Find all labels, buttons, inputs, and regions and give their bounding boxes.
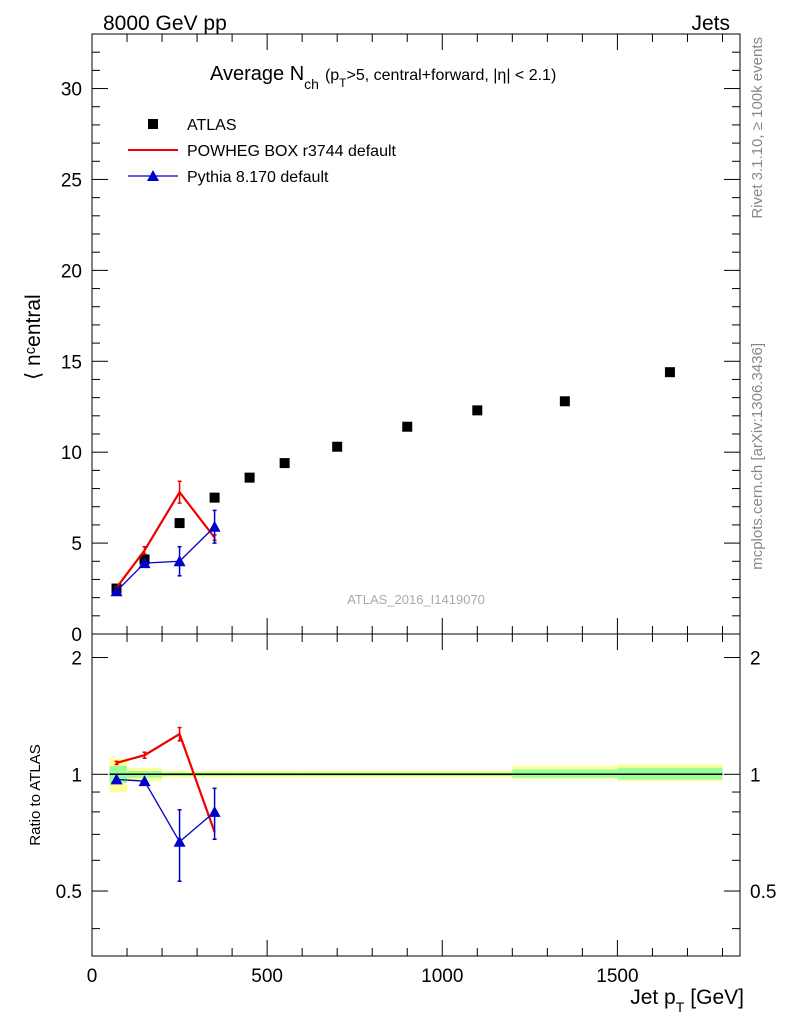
ratio-frame: [91, 633, 741, 957]
main-ytick-label: 30: [61, 80, 82, 101]
ratio-pythia-point: [110, 773, 123, 785]
main-title: Average Nch (pT>5, central+forward, |η| <…: [210, 63, 556, 92]
atlas-point: [332, 441, 343, 452]
pythia-line: [116, 526, 216, 592]
main-ytick-label: 15: [61, 352, 82, 373]
main-ytick-label: 5: [71, 534, 82, 555]
xlabel-unit: [GeV]: [690, 986, 744, 1009]
title-rest-sub: T: [339, 76, 347, 90]
atlas-point: [664, 367, 675, 378]
pythia-point: [138, 557, 151, 569]
main-panel: ATLAS_2016_I1419070 0 5 10 15 20 25 30 Average…: [22, 33, 741, 646]
legend-label-powheg: POWHEG BOX r3744 default: [187, 143, 397, 160]
ratio-ytick-label-right: 0.5: [750, 882, 776, 903]
ratio-ytick-label: 1: [71, 765, 82, 786]
side-text-top: Rivet 3.1.10, ≥ 100k events: [749, 37, 766, 219]
ratio-pythia-point: [173, 835, 186, 847]
pythia-point: [110, 585, 123, 597]
xtick-label: 0: [87, 966, 98, 987]
ratio-ytick-label: 0.5: [56, 882, 82, 903]
legend-label-pythia: Pythia 8.170 default: [187, 169, 329, 186]
xlabel-main: Jet p: [630, 986, 676, 1009]
title-rest2: >5, central+forward, |η| < 2.1): [347, 67, 557, 84]
legend-marker-atlas: [148, 119, 158, 129]
title-main: Average N: [210, 63, 304, 85]
ratio-ytick-label-right: 2: [750, 649, 761, 670]
main-ytick-label: 25: [61, 170, 82, 191]
main-ytick-label: 20: [61, 261, 82, 282]
xtick-label: 500: [251, 966, 283, 987]
pythia-point: [173, 555, 186, 567]
pythia-point: [208, 520, 221, 532]
ratio-band-green: [512, 769, 618, 778]
legend-label-atlas: ATLAS: [187, 117, 237, 134]
xtick-label: 1500: [596, 966, 638, 987]
ratio-powheg-line: [116, 732, 216, 833]
main-ylabel: ⟨ nᶜentral: [22, 294, 45, 380]
ylabel-text: ⟨ nᶜentral: [22, 294, 45, 380]
ratio-pythia-point: [208, 805, 221, 817]
watermark: ATLAS_2016_I1419070: [347, 592, 485, 607]
ratio-ytick-label: 2: [71, 649, 82, 670]
side-text-bottom: mcplots.cern.ch [arXiv:1306.3436]: [749, 343, 766, 570]
header-right: Jets: [691, 12, 730, 35]
atlas-point: [244, 472, 255, 483]
ratio-ytick-label-right: 1: [750, 765, 761, 786]
ratio-ylabel: Ratio to ATLAS: [27, 744, 44, 845]
title-sub: ch: [304, 76, 319, 92]
title-rest: (p: [325, 67, 339, 84]
atlas-point: [402, 421, 413, 432]
atlas-point: [559, 396, 570, 407]
ratio-pythia-point: [138, 775, 151, 787]
x-axis-label: Jet pT [GeV]: [630, 986, 744, 1015]
atlas-point: [279, 458, 290, 469]
legend-marker-pythia: [147, 170, 159, 181]
atlas-point: [472, 405, 483, 416]
atlas-point: [174, 518, 185, 529]
ratio-ylabel-text: Ratio to ATLAS: [27, 744, 44, 845]
ratio-panel: 0.5 0.5 1 1 2 2 0 500 1000 1500 Ratio to ATLAS Je…: [27, 633, 776, 1015]
header-left: 8000 GeV pp: [103, 12, 227, 35]
legend: ATLAS POWHEG BOX r3744 default Pythia 8.…: [128, 117, 397, 186]
main-ytick-label: 10: [61, 443, 82, 464]
xlabel-sub: T: [676, 999, 685, 1015]
main-ytick-label: 0: [71, 625, 82, 646]
powheg-line: [115, 490, 216, 589]
ratio-pythia-line: [116, 778, 216, 843]
xtick-label: 1000: [421, 966, 463, 987]
atlas-point: [209, 492, 220, 503]
